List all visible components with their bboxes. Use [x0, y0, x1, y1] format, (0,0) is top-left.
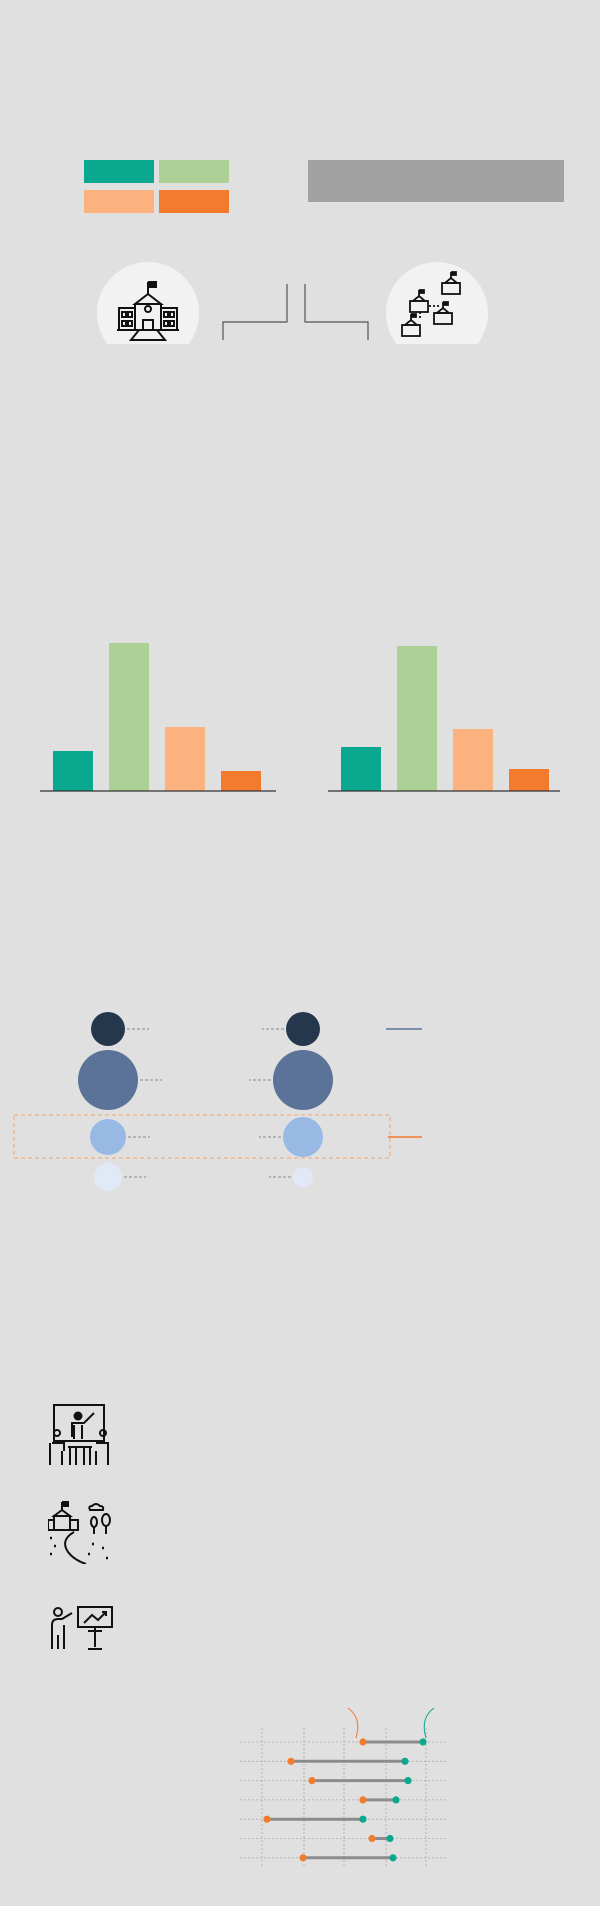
dumbbell-end-point [386, 1834, 394, 1843]
highlight-box [13, 1114, 391, 1159]
bar-chart-right [328, 646, 560, 792]
dumbbell-start-point [359, 1796, 367, 1804]
bar-1 [341, 747, 381, 791]
bar-1 [53, 751, 93, 791]
bubble-1-3 [90, 1119, 126, 1155]
legend-swatch-peach [84, 190, 154, 213]
dumbbell-start-point [287, 1757, 295, 1765]
dumbbell-start-point [308, 1777, 316, 1785]
bubble-1-2 [78, 1050, 138, 1110]
start-marker-curve [347, 1707, 359, 1739]
legend-swatch-teal [84, 160, 154, 183]
presentation-teacher-icon [48, 1605, 114, 1653]
bubble-2-3 [283, 1117, 323, 1157]
dumbbell-start-point [263, 1815, 271, 1823]
dumbbell-end-point [401, 1757, 409, 1765]
dumbbell-end-point [419, 1738, 427, 1746]
dumbbell-start-point [368, 1834, 376, 1843]
bar-2 [397, 646, 437, 791]
legend-swatch-light-green [159, 160, 229, 183]
bubble-2-4 [293, 1167, 313, 1187]
school-icon-circle [97, 262, 199, 344]
bubble-diagram [13, 1012, 422, 1191]
teacher-classroom-icon [48, 1403, 112, 1467]
dumbbell-chart [240, 1707, 446, 1866]
school-network-icon [398, 270, 476, 340]
dumbbell-end-point [392, 1796, 400, 1804]
bar-chart-left [40, 643, 276, 792]
bar-3 [165, 727, 205, 791]
bar-4 [509, 769, 549, 791]
bar-4 [221, 771, 261, 791]
bubble-1-1 [91, 1012, 125, 1046]
connector-lines [222, 284, 369, 340]
end-marker-curve [423, 1707, 435, 1739]
legend-swatch-orange [159, 190, 229, 213]
dumbbell-end-point [389, 1854, 397, 1862]
campus-landscape-icon [48, 1500, 112, 1564]
dumbbell-start-point [359, 1738, 367, 1746]
bar-3 [453, 729, 493, 791]
dumbbell-end-point [359, 1815, 367, 1823]
gray-banner [308, 160, 564, 202]
dumbbell-start-point [299, 1854, 307, 1862]
bubble-2-2 [273, 1050, 333, 1110]
bubble-1-4 [94, 1163, 122, 1191]
bar-2 [109, 643, 149, 791]
school-building-icon [115, 278, 181, 342]
school-network-circle [386, 262, 488, 344]
dumbbell-end-point [404, 1777, 412, 1785]
bubble-2-1 [286, 1012, 320, 1046]
